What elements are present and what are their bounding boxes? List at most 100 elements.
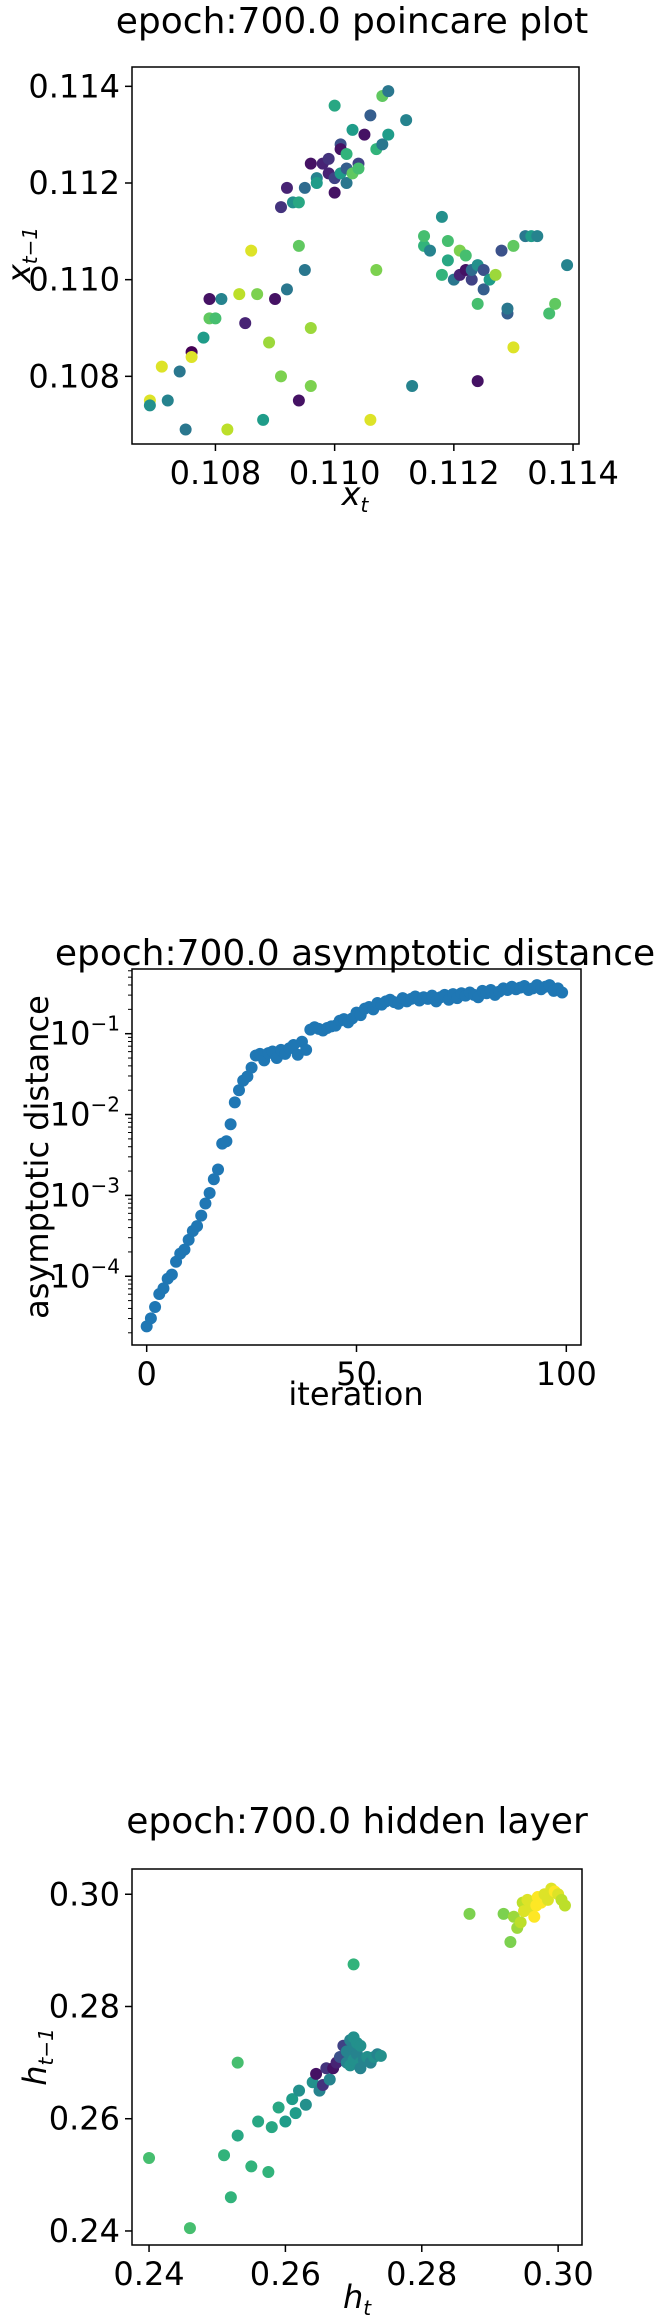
y-tick-label: 0.28 xyxy=(49,1987,120,2025)
x-tick-label: 0.24 xyxy=(113,2255,184,2293)
data-point xyxy=(435,210,448,223)
data-point xyxy=(541,1893,554,1906)
data-point xyxy=(507,239,520,252)
data-point xyxy=(231,2129,244,2142)
y-tick-label: 10−4 xyxy=(50,1254,120,1295)
data-point xyxy=(233,288,246,301)
data-point xyxy=(263,336,276,349)
data-point xyxy=(224,2191,237,2204)
data-point xyxy=(197,331,210,344)
data-point xyxy=(441,235,454,247)
data-point xyxy=(289,2107,302,2120)
data-point xyxy=(143,2152,156,2165)
data-point xyxy=(228,1096,241,1109)
data-point xyxy=(354,2039,367,2052)
axes: 0 50 100 10−4 10−3 10−2 10−1 xyxy=(50,970,597,1393)
x-tick-label: 0.110 xyxy=(289,454,381,492)
data-point xyxy=(561,259,574,272)
data-point xyxy=(504,1935,517,1948)
data-point xyxy=(406,380,419,392)
data-point xyxy=(304,157,317,170)
hidden-layer-plot: epoch:700.0 hidden layer 0.24 0.26 0.28 0.3… xyxy=(16,1801,594,2320)
data-point xyxy=(155,360,168,373)
data-point xyxy=(424,244,436,257)
data-point xyxy=(374,2049,387,2062)
x-tick-label: 0.30 xyxy=(523,2255,594,2293)
data-point xyxy=(280,181,293,194)
y-tick-label: 0.114 xyxy=(28,67,120,105)
data-point xyxy=(514,1916,527,1929)
data-point xyxy=(245,244,258,257)
y-axis-label: xt−1 xyxy=(0,227,42,284)
data-point xyxy=(501,302,514,315)
data-point xyxy=(382,128,395,141)
data-point xyxy=(191,1220,204,1233)
data-point xyxy=(364,109,377,122)
data-point xyxy=(245,2160,258,2173)
data-point xyxy=(300,1043,313,1056)
data-point xyxy=(272,2101,285,2114)
y-axis-label: ht−1 xyxy=(16,2028,58,2086)
x-tick-label: 0.112 xyxy=(408,454,500,492)
data-point xyxy=(558,1899,571,1912)
data-point xyxy=(507,341,520,354)
data-point xyxy=(304,322,317,334)
data-point xyxy=(157,1282,170,1295)
data-point xyxy=(459,249,472,262)
data-point xyxy=(304,380,317,392)
data-point xyxy=(298,181,311,194)
x-axis-label: ht xyxy=(343,2278,372,2320)
data-point xyxy=(435,268,448,281)
data-point xyxy=(310,177,323,189)
data-point xyxy=(323,2073,336,2086)
data-point xyxy=(556,986,569,999)
data-point xyxy=(347,1958,360,1971)
data-point xyxy=(199,1197,212,1210)
data-point xyxy=(239,317,252,330)
plot-frame xyxy=(131,66,580,445)
x-tick-label: 0.114 xyxy=(527,454,619,492)
data-point xyxy=(531,230,544,243)
data-point xyxy=(477,264,490,276)
data-points xyxy=(143,1882,571,2235)
data-point xyxy=(292,394,305,407)
data-point xyxy=(195,1209,208,1222)
data-point xyxy=(328,186,341,199)
data-point xyxy=(495,244,508,257)
data-point xyxy=(352,162,365,175)
data-point xyxy=(161,394,174,407)
data-point xyxy=(209,312,222,325)
data-point xyxy=(220,1135,233,1148)
y-tick-label: 0.30 xyxy=(49,1875,120,1913)
data-point xyxy=(257,413,270,426)
y-tick-label: 10−3 xyxy=(50,1173,120,1214)
data-point xyxy=(471,297,484,310)
data-point xyxy=(370,264,383,276)
asymptotic-distance-plot: epoch:700.0 asymptotic distance 0 50 100 10… xyxy=(18,933,655,1413)
data-point xyxy=(340,148,353,160)
data-point xyxy=(143,399,156,412)
data-point xyxy=(463,1907,476,1920)
x-tick-label: 0.28 xyxy=(386,2255,457,2293)
data-point xyxy=(528,1910,541,1923)
x-tick-label: 50 xyxy=(336,1355,377,1393)
data-points xyxy=(140,979,569,1333)
plot-frame xyxy=(131,1868,583,2246)
data-point xyxy=(286,2093,299,2106)
data-point xyxy=(299,2098,312,2111)
data-point xyxy=(292,196,305,209)
data-point xyxy=(269,293,282,305)
y-tick-label: 0.26 xyxy=(49,2100,120,2138)
data-point xyxy=(265,2121,278,2134)
data-point xyxy=(275,370,287,383)
x-tick-label: 0.108 xyxy=(170,454,262,492)
data-point xyxy=(245,1061,258,1074)
x-axis-label: xt xyxy=(341,475,370,517)
data-point xyxy=(203,293,216,305)
data-point xyxy=(382,85,395,98)
y-tick-label: 10−2 xyxy=(50,1093,120,1134)
data-point xyxy=(441,254,454,267)
y-tick-label: 10−1 xyxy=(50,1012,120,1053)
data-point xyxy=(340,177,353,189)
